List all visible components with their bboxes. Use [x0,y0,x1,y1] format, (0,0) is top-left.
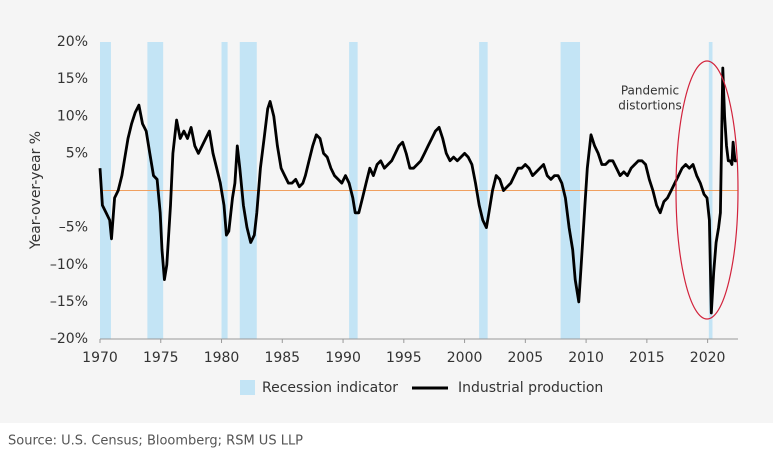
y-tick-label: 10% [57,108,88,124]
y-tick-label: 15% [57,71,88,87]
x-tick-label: 1975 [143,350,179,366]
x-tick-label: 2005 [508,350,544,366]
y-tick-label: –10% [50,257,88,273]
x-tick-label: 1995 [386,350,422,366]
y-tick-label: 5% [66,145,88,161]
x-tick-label: 1970 [82,350,118,366]
annotation: Pandemic [621,84,679,98]
y-tick-label: –20% [50,331,88,347]
x-tick-label: 2000 [447,350,483,366]
y-tick-label: –5% [59,220,88,236]
x-tick-label: 1985 [264,350,300,366]
source: Source: U.S. Census; Bloomberg; RSM US L… [8,434,303,449]
y-tick-label: 20% [57,34,88,50]
legend-swatch [240,380,255,395]
x-tick-label: 2020 [690,350,726,366]
x-tick-label: 2010 [568,350,604,366]
y-axis-label: Year-over-year % [28,131,44,250]
y-tick-label: –15% [50,294,88,310]
annotation: distortions [618,99,681,113]
highlight-ellipse [675,60,739,320]
legend-label: Recession indicator [262,380,398,396]
plot: 20% 15% 10% 5% –5% –10% –15% –20% 1970 1975 1980 19… [50,34,738,366]
x-tick-label: 1980 [204,350,240,366]
series-line [98,66,737,315]
panel [0,0,773,423]
x-tick-label: 2015 [629,350,665,366]
x-tick-label: 1990 [325,350,361,366]
legend-label: Industrial production [458,380,603,396]
